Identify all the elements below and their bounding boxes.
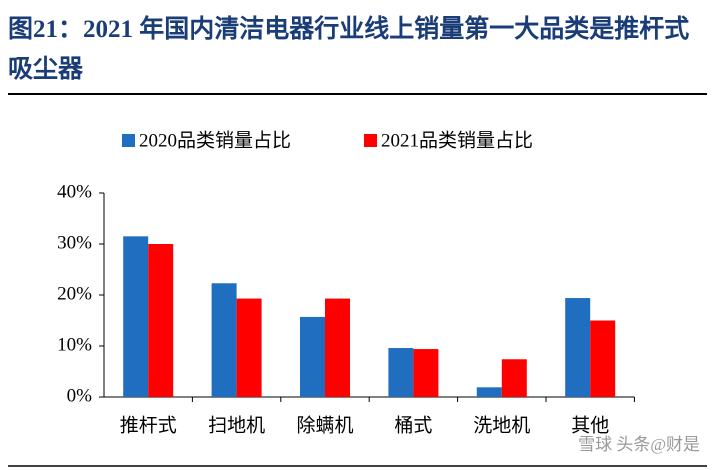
bar [565,298,591,397]
x-tick-label: 洗地机 [473,414,530,436]
bar [211,283,237,397]
bar [325,298,350,397]
legend-label: 2020品类销量占比 [139,129,291,151]
bar [236,298,262,397]
y-tick-label: 0% [67,385,93,406]
bar [501,359,527,397]
y-tick-label: 40% [57,181,92,202]
bar [388,348,414,397]
legend-label: 2021品类销量占比 [381,129,533,151]
y-tick-label: 20% [57,283,92,304]
x-tick-label: 扫地机 [208,414,265,436]
bar [590,320,616,397]
legend-swatch [364,134,377,147]
watermark: 雪球 头条@财是 [578,435,700,454]
bar [413,349,439,397]
chart-title: 图21：2021 年国内清洁电器行业线上销量第一大品类是推杆式吸尘器 [8,16,690,83]
legend-swatch [122,134,135,147]
x-tick-label: 其他 [571,414,609,436]
bar [300,316,325,397]
bar [476,387,502,397]
x-tick-label: 桶式 [394,414,432,436]
y-tick-label: 30% [57,232,92,253]
y-tick-label: 10% [57,334,92,355]
x-tick-label: 推杆式 [120,414,177,436]
bar [123,236,149,397]
bar [148,244,174,397]
x-tick-label: 除螨机 [296,414,353,436]
